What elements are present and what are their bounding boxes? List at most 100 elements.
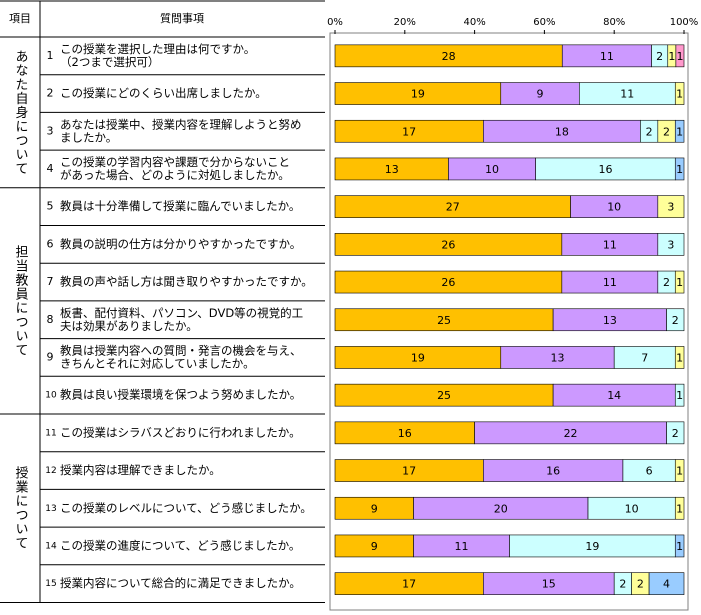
data-label: 1: [676, 50, 683, 63]
data-label: 16: [546, 465, 560, 478]
data-label: 11: [603, 238, 617, 251]
bar-segment: [648, 572, 685, 595]
question-text: （2つまで選択可）: [60, 55, 159, 69]
question-number: 4: [47, 162, 54, 175]
data-label: 4: [663, 578, 670, 591]
bar-segment: [674, 82, 685, 105]
data-label: 1: [676, 125, 683, 138]
data-label: 20: [494, 502, 508, 515]
data-label: 1: [676, 88, 683, 101]
question-text: 授業内容は理解できましたか。: [60, 463, 221, 477]
x-tick-label: 40%: [463, 17, 485, 28]
data-label: 11: [620, 88, 634, 101]
question-text: あなたは授業中、授業内容を理解しようと努め: [60, 117, 302, 131]
question-number: 10: [45, 391, 57, 401]
question-number: 2: [47, 87, 54, 100]
bar-segment: [674, 496, 685, 520]
bar-segment: [666, 308, 685, 332]
data-label: 25: [437, 314, 451, 327]
question-text: 教員の声や話し方は聞き取りやすかったですか。: [60, 275, 313, 289]
data-label: 27: [446, 201, 460, 214]
bar-segment: [674, 119, 685, 143]
question-text: きちんとそれに対応していましたか。: [60, 356, 255, 370]
header-cell: 質問事項: [160, 11, 204, 25]
data-label: 9: [537, 88, 544, 101]
bar-segment: [674, 383, 685, 407]
data-label: 16: [598, 163, 612, 176]
data-label: 13: [550, 351, 564, 364]
question-number: 15: [45, 579, 56, 589]
question-text: 教員は良い授業環境を保つよう努めましたか。: [60, 388, 301, 402]
group-label: あなた自身について: [13, 49, 29, 175]
data-label: 17: [402, 578, 416, 591]
question-text: 教員の説明の仕方は分かりやすかったですか。: [60, 237, 301, 251]
data-label: 1: [676, 351, 683, 364]
x-tick-label: 20%: [394, 17, 416, 28]
data-label: 1: [676, 540, 683, 553]
data-label: 1: [676, 276, 683, 289]
data-label: 17: [402, 465, 416, 478]
data-label: 1: [676, 389, 683, 402]
header-cell: 項目: [9, 12, 31, 25]
question-number: 7: [47, 275, 54, 288]
question-number: 9: [47, 350, 54, 363]
data-label: 19: [585, 540, 599, 553]
data-label: 26: [441, 276, 455, 289]
data-label: 2: [663, 276, 670, 289]
group-label: 担当教員について: [13, 245, 29, 357]
data-label: 3: [667, 238, 674, 251]
question-text: この授業の学習内容や課題で分からないこと: [60, 155, 290, 169]
data-label: 9: [371, 540, 378, 553]
data-label: 15: [542, 578, 556, 591]
bar-segment: [674, 459, 685, 482]
bar-segment: [657, 233, 685, 256]
plot-frame: [329, 32, 689, 611]
data-label: 16: [398, 427, 412, 440]
x-tick-label: 60%: [533, 17, 555, 28]
x-tick-label: 80%: [603, 17, 625, 28]
data-label: 1: [676, 163, 683, 176]
data-label: 2: [656, 50, 663, 63]
question-text: この授業を選択した理由は何ですか。: [60, 42, 255, 56]
data-label: 1: [676, 502, 683, 515]
question-number: 6: [47, 237, 54, 250]
data-label: 19: [411, 88, 425, 101]
question-text: この授業はシラバスどおりに行われましたか。: [60, 425, 301, 439]
data-label: 2: [619, 578, 626, 591]
question-text: この授業にどのくらい出席しましたか。: [60, 86, 267, 100]
data-label: 10: [625, 502, 639, 515]
question-text: この授業の進度について、どう感じましたか。: [60, 538, 300, 552]
data-label: 10: [607, 201, 621, 214]
bar-segment: [674, 270, 685, 294]
question-text: 教員は授業内容への質問・発言の機会を与え、: [60, 343, 302, 357]
question-text: 授業内容について総合的に満足できましたか。: [60, 576, 301, 590]
data-label: 1: [676, 465, 683, 478]
group-label: 授業について: [13, 466, 29, 550]
question-number: 1: [47, 49, 54, 62]
bar-segment: [666, 421, 685, 445]
data-label: 2: [663, 125, 670, 138]
question-text: 板書、配付資料、パソコン、DVD等の視覚的工: [60, 306, 303, 320]
data-label: 2: [672, 314, 679, 327]
bar-segment: [675, 44, 685, 68]
data-label: 13: [603, 314, 617, 327]
data-label: 17: [402, 125, 416, 138]
data-label: 19: [411, 351, 425, 364]
x-tick-label: 100%: [670, 17, 699, 28]
data-label: 11: [455, 540, 469, 553]
bar-segment: [657, 195, 685, 218]
bar-segment: [674, 346, 685, 369]
bar-segment: [674, 534, 685, 558]
data-label: 13: [385, 163, 399, 176]
question-number: 5: [47, 200, 54, 213]
data-label: 14: [607, 389, 621, 402]
data-label: 3: [667, 201, 674, 214]
data-label: 7: [641, 351, 648, 364]
data-label: 26: [441, 238, 455, 251]
question-number: 13: [45, 504, 56, 514]
data-label: 2: [637, 578, 644, 591]
data-label: 25: [437, 389, 451, 402]
question-text: この授業のレベルについて、どう感じましたか。: [60, 501, 312, 515]
data-label: 28: [442, 50, 456, 63]
